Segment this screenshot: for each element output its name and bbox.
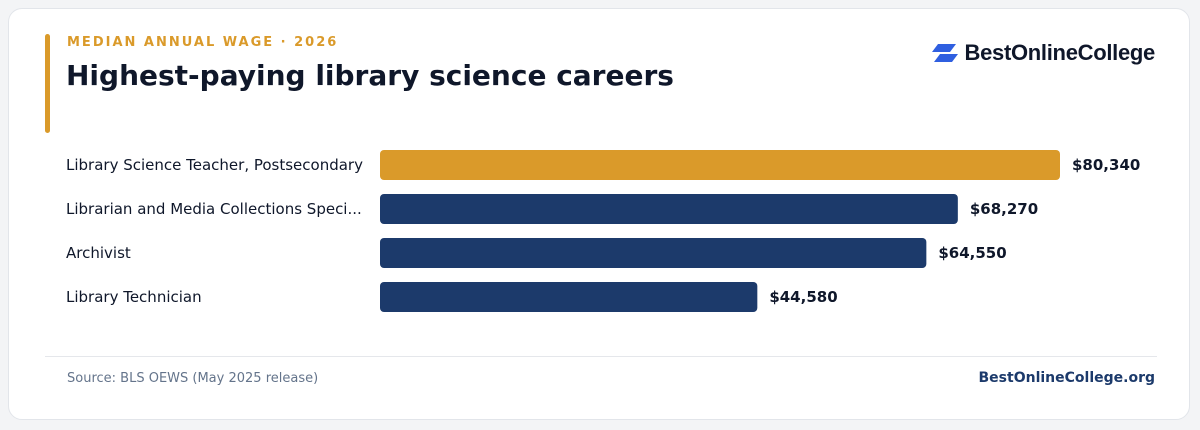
chart-title: Highest-paying library science careers <box>66 59 674 92</box>
value-label: $68,270 <box>970 200 1038 218</box>
chart-card: MEDIAN ANNUAL WAGE · 2026 Highest-paying… <box>8 8 1190 420</box>
value-label: $64,550 <box>938 244 1006 262</box>
bar <box>380 282 758 312</box>
footer-divider <box>45 356 1157 357</box>
bar <box>380 194 958 224</box>
site-link[interactable]: BestOnlineCollege.org <box>978 370 1155 386</box>
category-label: Archivist <box>66 244 131 262</box>
value-label: $44,580 <box>769 288 837 306</box>
accent-bar <box>45 34 50 133</box>
category-label: Librarian and Media Collections Speci... <box>66 200 362 218</box>
category-label: Library Technician <box>66 288 202 306</box>
source-note: Source: BLS OEWS (May 2025 release) <box>67 371 319 386</box>
bar <box>380 150 1060 180</box>
bar <box>380 238 927 268</box>
brand-logo[interactable]: BestOnlineCollege <box>931 40 1156 66</box>
category-label: Library Science Teacher, Postsecondary <box>66 156 363 174</box>
value-label: $80,340 <box>1072 156 1140 174</box>
eyebrow-label: MEDIAN ANNUAL WAGE · 2026 <box>67 35 339 50</box>
double-parallelogram-icon <box>931 44 958 62</box>
brand-name: BestOnlineCollege <box>964 40 1156 65</box>
